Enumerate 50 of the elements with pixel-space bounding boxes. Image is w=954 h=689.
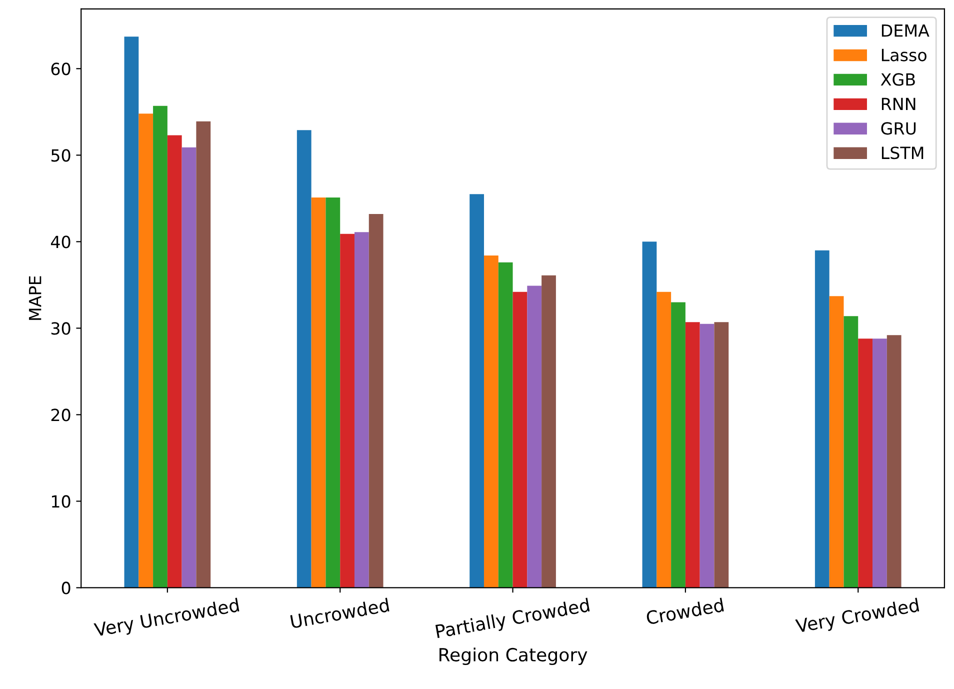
bar	[844, 316, 858, 588]
y-tick-label: 20	[51, 408, 70, 422]
bar	[498, 262, 513, 588]
bar	[700, 324, 714, 588]
bar	[153, 106, 168, 588]
bar	[182, 147, 196, 588]
bar	[484, 256, 498, 588]
x-tick-label: Crowded	[646, 598, 724, 625]
bar	[368, 214, 384, 588]
bar	[354, 232, 369, 588]
bar	[512, 292, 528, 588]
y-tick-label: 40	[50, 236, 70, 248]
y-tick-label: 10	[52, 495, 70, 508]
legend-label: GRU	[881, 122, 916, 135]
legend-label: LSTM	[882, 146, 924, 160]
x-axis-title: Region Category	[440, 648, 588, 666]
bar	[311, 198, 326, 588]
x-tick-label: Very Crowded	[795, 598, 920, 636]
bar	[886, 335, 902, 588]
bar	[470, 194, 484, 588]
x-tick-label: Uncrowded	[290, 598, 390, 629]
bar	[642, 242, 657, 588]
bar	[167, 135, 182, 588]
y-axis-title: MAPE	[28, 276, 42, 320]
bar	[527, 286, 542, 588]
bar	[124, 36, 139, 588]
bar	[542, 275, 556, 588]
legend-label: Lasso	[882, 48, 926, 62]
bar	[814, 250, 830, 588]
bar	[858, 338, 873, 588]
bar	[326, 198, 340, 588]
y-tick-label: 50	[51, 149, 70, 162]
legend-label: RNN	[882, 98, 916, 110]
y-tick-label: 0	[62, 582, 70, 594]
y-tick-label: 60	[51, 62, 70, 76]
bar	[196, 121, 211, 588]
bar	[714, 322, 729, 588]
bar	[340, 234, 354, 588]
x-tick-label: Partially Crowded	[435, 598, 590, 642]
x-tick-label: Very Uncrowded	[93, 598, 240, 640]
bar	[671, 302, 686, 588]
bar	[138, 114, 154, 588]
legend-label: DEMA	[882, 24, 930, 37]
legend-label: XGB	[880, 73, 915, 86]
y-tick-label: 30	[51, 322, 70, 335]
bar	[296, 130, 312, 588]
bar	[872, 338, 887, 588]
bar	[685, 322, 700, 588]
bar	[656, 292, 672, 588]
bar	[829, 296, 844, 588]
